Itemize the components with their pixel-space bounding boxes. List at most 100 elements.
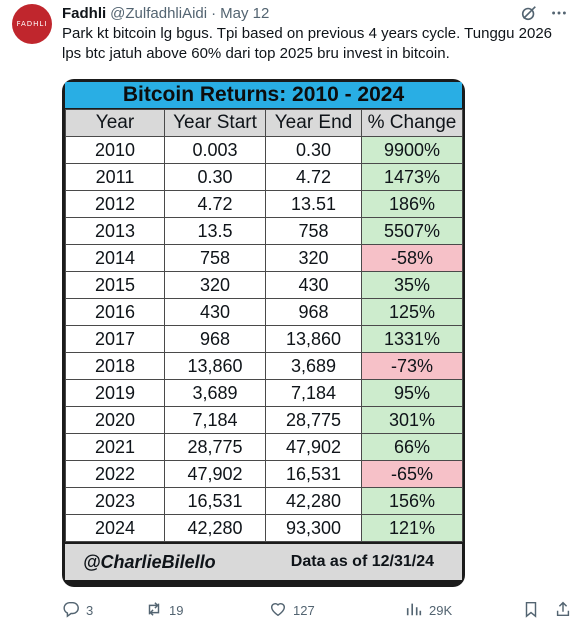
table-row: 2013 13.5 758 5507%: [65, 217, 463, 245]
reply-count: 3: [86, 603, 94, 618]
year-start-cell: 47,902: [164, 460, 266, 488]
like-count: 127: [293, 603, 315, 618]
change-cell: -65%: [361, 460, 463, 488]
year-cell: 2021: [65, 433, 165, 461]
table-row: 2010 0.003 0.30 9900%: [65, 136, 463, 164]
year-start-cell: 0.30: [164, 163, 266, 191]
column-header: Year Start: [164, 109, 266, 137]
table-row: 2017 968 13,860 1331%: [65, 325, 463, 353]
change-cell: 5507%: [361, 217, 463, 245]
author-name[interactable]: Fadhli: [62, 4, 107, 22]
year-start-cell: 42,280: [164, 514, 266, 542]
table-row: 2011 0.30 4.72 1473%: [65, 163, 463, 191]
year-start-cell: 0.003: [164, 136, 266, 164]
change-cell: 95%: [361, 379, 463, 407]
year-end-cell: 13,860: [265, 325, 362, 353]
year-end-cell: 7,184: [265, 379, 362, 407]
year-start-cell: 430: [164, 298, 266, 326]
year-start-cell: 758: [164, 244, 266, 272]
change-cell: 156%: [361, 487, 463, 515]
grok-icon[interactable]: [520, 4, 538, 27]
tweet-image[interactable]: Bitcoin Returns: 2010 - 2024 Year Year S…: [62, 79, 465, 587]
table-row: 2024 42,280 93,300 121%: [65, 514, 463, 542]
year-cell: 2018: [65, 352, 165, 380]
share-button[interactable]: [554, 600, 572, 621]
footer-date: Data as of 12/31/24: [290, 553, 434, 570]
retweet-button[interactable]: 19: [145, 600, 269, 621]
change-cell: 1331%: [361, 325, 463, 353]
avatar[interactable]: FADHLI: [12, 4, 52, 44]
year-cell: 2011: [65, 163, 165, 191]
year-start-cell: 28,775: [164, 433, 266, 461]
year-cell: 2017: [65, 325, 165, 353]
year-cell: 2022: [65, 460, 165, 488]
year-end-cell: 0.30: [265, 136, 362, 164]
year-cell: 2010: [65, 136, 165, 164]
table-row: 2018 13,860 3,689 -73%: [65, 352, 463, 380]
action-bar: 3 19 127 29K: [62, 600, 572, 621]
change-cell: 125%: [361, 298, 463, 326]
table-row: 2020 7,184 28,775 301%: [65, 406, 463, 434]
bookmark-button[interactable]: [522, 600, 554, 621]
year-cell: 2019: [65, 379, 165, 407]
tweet-date[interactable]: May 12: [220, 4, 270, 22]
table-title: Bitcoin Returns: 2010 - 2024: [65, 82, 462, 108]
separator-dot: ·: [211, 4, 217, 22]
table-header-row: Year Year Start Year End % Change: [65, 109, 463, 137]
table-row: 2019 3,689 7,184 95%: [65, 379, 463, 407]
change-cell: -58%: [361, 244, 463, 272]
change-cell: 66%: [361, 433, 463, 461]
year-end-cell: 28,775: [265, 406, 362, 434]
views-icon: [405, 600, 423, 621]
year-cell: 2013: [65, 217, 165, 245]
year-start-cell: 968: [164, 325, 266, 353]
views-button[interactable]: 29K: [405, 600, 522, 621]
tweet-text: Park kt bitcoin lg bgus. Tpi based on pr…: [62, 24, 567, 64]
year-end-cell: 3,689: [265, 352, 362, 380]
year-end-cell: 968: [265, 298, 362, 326]
column-header: Year End: [265, 109, 362, 137]
table-footer: @CharlieBilello Data as of 12/31/24: [65, 544, 462, 580]
year-end-cell: 320: [265, 244, 362, 272]
year-start-cell: 13,860: [164, 352, 266, 380]
year-end-cell: 47,902: [265, 433, 362, 461]
year-cell: 2016: [65, 298, 165, 326]
change-cell: 121%: [361, 514, 463, 542]
retweet-count: 19: [169, 603, 184, 618]
more-icon[interactable]: [550, 4, 568, 27]
table-row: 2022 47,902 16,531 -65%: [65, 460, 463, 488]
tweet-text-line-1: Park kt bitcoin lg bgus. Tpi based on pr…: [62, 25, 553, 42]
change-cell: -73%: [361, 352, 463, 380]
change-cell: 1473%: [361, 163, 463, 191]
like-button[interactable]: 127: [269, 600, 405, 621]
year-start-cell: 3,689: [164, 379, 266, 407]
year-cell: 2024: [65, 514, 165, 542]
change-cell: 9900%: [361, 136, 463, 164]
change-cell: 35%: [361, 271, 463, 299]
year-end-cell: 13.51: [265, 190, 362, 218]
table-row: 2023 16,531 42,280 156%: [65, 487, 463, 515]
year-cell: 2023: [65, 487, 165, 515]
year-end-cell: 4.72: [265, 163, 362, 191]
reply-icon: [62, 600, 80, 621]
year-cell: 2015: [65, 271, 165, 299]
table-row: 2012 4.72 13.51 186%: [65, 190, 463, 218]
bookmark-icon: [522, 600, 540, 621]
year-cell: 2020: [65, 406, 165, 434]
year-end-cell: 42,280: [265, 487, 362, 515]
table-row: 2015 320 430 35%: [65, 271, 463, 299]
table-row: 2014 758 320 -58%: [65, 244, 463, 272]
year-cell: 2012: [65, 190, 165, 218]
year-start-cell: 13.5: [164, 217, 266, 245]
author-handle[interactable]: @ZulfadhliAidi: [110, 4, 208, 22]
year-end-cell: 758: [265, 217, 362, 245]
year-start-cell: 320: [164, 271, 266, 299]
tweet-text-line-2: lps btc jatuh above 60% dari top 2025 br…: [62, 45, 450, 62]
avatar-text: FADHLI: [16, 20, 48, 28]
reply-button[interactable]: 3: [62, 600, 145, 621]
table-row: 2016 430 968 125%: [65, 298, 463, 326]
column-header: Year: [65, 109, 165, 137]
year-end-cell: 93,300: [265, 514, 362, 542]
retweet-icon: [145, 600, 163, 621]
year-end-cell: 430: [265, 271, 362, 299]
